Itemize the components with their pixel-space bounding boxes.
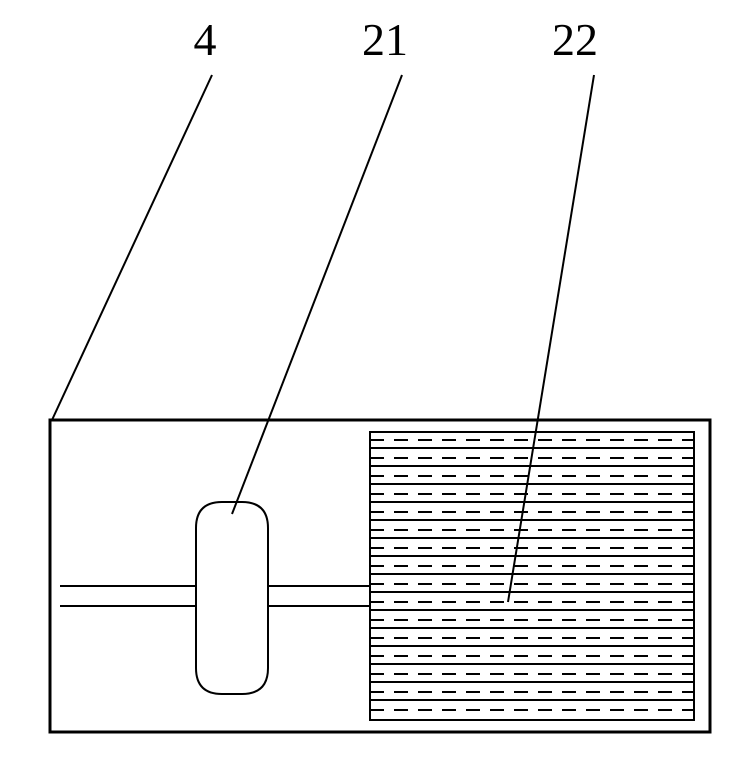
label-l21: 21 [362,14,408,65]
leader-l22 [508,75,594,602]
label-l22: 22 [552,14,598,65]
leader-l4 [52,75,212,420]
hatched-panel [370,432,694,720]
label-l4: 4 [194,14,217,65]
switch-capsule [196,502,268,694]
